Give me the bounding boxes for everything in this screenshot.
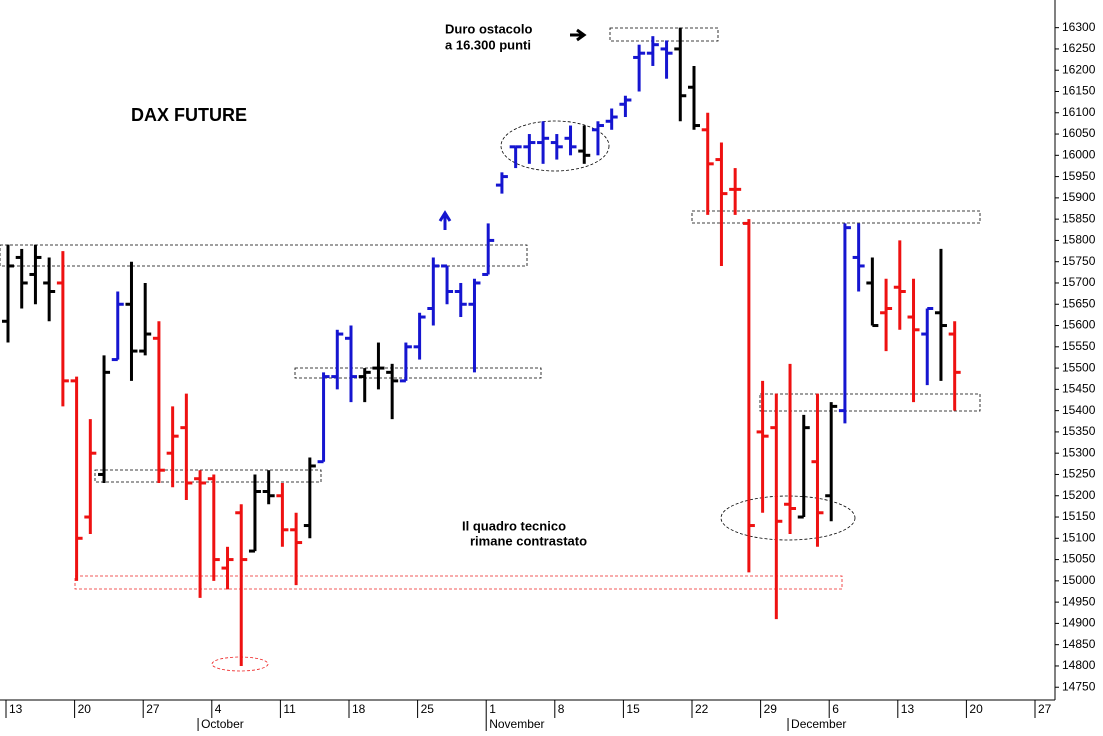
x-tick-label: 4 xyxy=(215,702,222,716)
y-tick-label: 15050 xyxy=(1062,552,1096,566)
y-tick-label: 16150 xyxy=(1062,84,1096,98)
annotation: a 16.300 punti xyxy=(445,37,531,52)
y-tick-label: 15500 xyxy=(1062,360,1096,374)
y-tick-label: 16050 xyxy=(1062,126,1096,140)
y-tick-label: 14850 xyxy=(1062,637,1096,651)
x-tick-label: 22 xyxy=(695,702,709,716)
y-tick-label: 16250 xyxy=(1062,41,1096,55)
y-tick-label: 14800 xyxy=(1062,658,1096,672)
x-tick-label: 20 xyxy=(969,702,983,716)
annotation: rimane contrastato xyxy=(470,533,587,548)
y-tick-label: 15450 xyxy=(1062,382,1096,396)
x-tick-label: 18 xyxy=(352,702,366,716)
x-tick-label: 29 xyxy=(764,702,778,716)
zone xyxy=(0,244,528,267)
y-tick-label: 15950 xyxy=(1062,169,1096,183)
zone xyxy=(94,469,322,483)
zone xyxy=(74,575,843,590)
x-tick-label: 8 xyxy=(558,702,565,716)
arrow xyxy=(438,210,452,230)
y-tick-label: 16200 xyxy=(1062,62,1096,76)
x-tick-label: 11 xyxy=(283,702,296,716)
y-tick-label: 15600 xyxy=(1062,318,1096,332)
y-tick-label: 15400 xyxy=(1062,403,1096,417)
y-tick-label: 15850 xyxy=(1062,211,1096,225)
y-tick-label: 16100 xyxy=(1062,105,1096,119)
y-tick-label: 15700 xyxy=(1062,275,1096,289)
y-tick-label: 15750 xyxy=(1062,254,1096,268)
annotation: Il quadro tecnico xyxy=(462,518,566,533)
y-tick-label: 14950 xyxy=(1062,594,1096,608)
highlight-ellipse xyxy=(720,495,856,541)
chart-title: DAX FUTURE xyxy=(131,105,247,125)
y-tick-label: 15650 xyxy=(1062,296,1096,310)
month-label: December xyxy=(791,717,846,731)
arrow xyxy=(570,28,587,42)
x-tick-label: 1 xyxy=(489,702,496,716)
x-tick-label: 27 xyxy=(146,702,160,716)
y-tick-label: 15900 xyxy=(1062,190,1096,204)
annotation: Duro ostacolo xyxy=(445,21,532,36)
highlight-ellipse xyxy=(500,120,610,172)
month-label: November xyxy=(489,717,544,731)
y-tick-label: 16300 xyxy=(1062,20,1096,34)
y-tick-label: 15300 xyxy=(1062,445,1096,459)
month-label: October xyxy=(201,717,244,731)
x-tick-label: 27 xyxy=(1038,702,1052,716)
zone xyxy=(759,393,981,412)
x-tick-label: 15 xyxy=(626,702,640,716)
y-tick-label: 16000 xyxy=(1062,147,1096,161)
y-tick-label: 15150 xyxy=(1062,509,1096,523)
x-tick-label: 13 xyxy=(9,702,23,716)
y-tick-label: 14900 xyxy=(1062,616,1096,630)
zone xyxy=(294,367,542,379)
y-tick-label: 15100 xyxy=(1062,530,1096,544)
y-tick-label: 15000 xyxy=(1062,573,1096,587)
y-tick-label: 15800 xyxy=(1062,233,1096,247)
y-tick-label: 15200 xyxy=(1062,488,1096,502)
zone xyxy=(609,27,719,42)
x-tick-label: 6 xyxy=(832,702,839,716)
y-tick-label: 14750 xyxy=(1062,679,1096,693)
x-tick-label: 25 xyxy=(421,702,435,716)
highlight-ellipse xyxy=(211,656,269,672)
y-tick-label: 15350 xyxy=(1062,424,1096,438)
x-tick-label: 13 xyxy=(901,702,915,716)
x-tick-label: 20 xyxy=(78,702,92,716)
y-tick-label: 15250 xyxy=(1062,467,1096,481)
y-tick-label: 15550 xyxy=(1062,339,1096,353)
